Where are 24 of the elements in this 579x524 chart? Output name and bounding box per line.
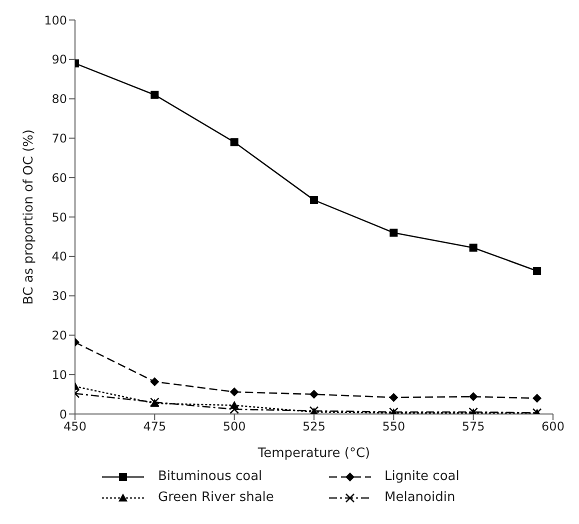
y-tick-label: 80 (52, 92, 67, 106)
y-axis-title: BC as proportion of OC (%) (22, 129, 37, 305)
legend-label: Green River shale (158, 490, 274, 505)
x-tick-label: 550 (382, 420, 406, 434)
x-tick-label: 600 (542, 420, 564, 434)
x-axis-title: Temperature (°C) (256, 446, 370, 461)
y-tick-label: 40 (52, 250, 67, 264)
y-tick-label: 90 (52, 52, 67, 67)
x-tick-label: 475 (143, 420, 166, 434)
x-tick-label: 575 (462, 420, 485, 434)
x-tick-label: 450 (64, 420, 86, 434)
y-tick-label: 0 (59, 407, 67, 422)
y-tick-label: 60 (52, 170, 67, 185)
legend-label: Melanoidin (384, 490, 456, 505)
x-tick-label: 525 (302, 420, 326, 434)
legend-label: Lignite coal (384, 469, 460, 484)
y-tick-label: 10 (52, 368, 67, 382)
legend-label: Bituminous coal (158, 469, 262, 484)
y-tick-label: 70 (52, 131, 67, 146)
y-tick-label: 100 (44, 13, 67, 28)
y-tick-label: 50 (52, 210, 67, 224)
y-tick-label: 20 (52, 328, 67, 342)
x-tick-label: 500 (222, 420, 246, 434)
y-tick-label: 30 (52, 289, 67, 304)
